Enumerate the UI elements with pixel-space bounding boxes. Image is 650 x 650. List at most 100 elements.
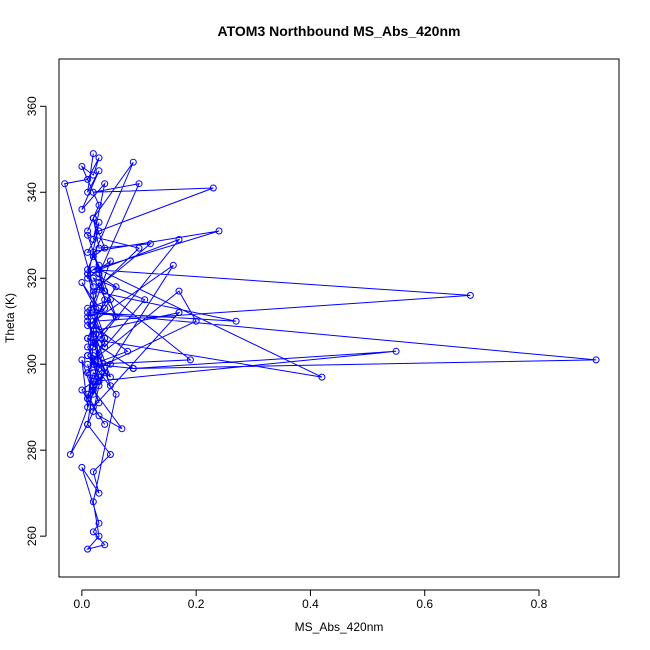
data-point: [124, 347, 132, 355]
data-point: [84, 545, 92, 553]
data-point: [106, 257, 114, 265]
data-point: [95, 218, 103, 226]
data-point: [84, 360, 92, 368]
x-tick-label: 0.2: [188, 597, 205, 611]
data-point: [106, 382, 114, 390]
data-point: [89, 369, 97, 377]
data-point: [84, 231, 92, 239]
data-point: [84, 227, 92, 235]
data-point: [95, 154, 103, 162]
plot-area-frame: [58, 58, 620, 578]
data-point: [175, 287, 183, 295]
chart-title: ATOM3 Northbound MS_Abs_420nm: [218, 23, 461, 39]
data-point: [106, 296, 114, 304]
data-point: [89, 382, 97, 390]
y-tick-label: 320: [25, 268, 39, 288]
data-point: [89, 356, 97, 364]
data-point: [78, 356, 86, 364]
data-point: [89, 214, 97, 222]
data-point: [215, 227, 223, 235]
data-point: [318, 373, 326, 381]
x-axis: 0.0 0.2 0.4 0.6 0.8: [74, 589, 548, 611]
data-point: [95, 270, 103, 278]
data-point: [95, 519, 103, 527]
data-point: [78, 279, 86, 286]
data-point: [146, 240, 154, 248]
data-point: [78, 163, 86, 170]
data-point: [232, 317, 240, 325]
data-point: [466, 291, 474, 299]
data-point: [89, 322, 97, 329]
y-tick-label: 360: [25, 96, 39, 116]
data-point: [106, 360, 114, 368]
data-point: [175, 309, 183, 317]
series-line: [64, 153, 597, 550]
data-point: [112, 283, 120, 291]
x-tick-label: 0.0: [74, 597, 91, 611]
data-point: [84, 304, 92, 312]
data-point: [106, 451, 114, 458]
data-point: [95, 266, 103, 274]
data-point: [89, 468, 97, 476]
data-point: [84, 313, 92, 321]
data-point: [95, 532, 103, 540]
data-point: [89, 188, 97, 196]
data-point: [95, 373, 103, 381]
data-point: [95, 412, 103, 420]
data-point: [78, 463, 86, 471]
data-point: [101, 180, 109, 188]
data-point: [95, 365, 103, 372]
data-point: [101, 244, 109, 252]
data-point: [95, 261, 103, 269]
data-point: [89, 408, 97, 415]
data-point: [89, 291, 97, 299]
data-point: [392, 347, 400, 355]
data-point: [101, 369, 109, 377]
data-point: [106, 373, 114, 381]
data-point: [89, 300, 97, 308]
data-point: [101, 304, 109, 312]
x-axis-label: MS_Abs_420nm: [295, 620, 384, 634]
data-point: [89, 386, 97, 394]
data-point: [95, 489, 103, 497]
data-point: [95, 227, 103, 235]
data-point: [129, 365, 137, 372]
data-point: [169, 261, 177, 269]
data-point: [89, 343, 97, 351]
data-point: [89, 528, 97, 536]
data-point: [101, 541, 109, 549]
data-point: [84, 395, 92, 403]
data-point: [89, 339, 97, 347]
data-point: [89, 274, 97, 282]
data-point: [84, 317, 92, 325]
data-point: [66, 451, 74, 458]
data-point: [135, 180, 143, 188]
data-point: [209, 184, 217, 192]
data-point: [135, 244, 143, 252]
data-point: [89, 248, 97, 256]
y-tick-label: 280: [25, 440, 39, 460]
data-point: [84, 352, 92, 360]
data-point: [95, 167, 103, 175]
data-point: [84, 334, 92, 342]
data-point: [175, 236, 183, 243]
data-point: [101, 420, 109, 428]
data-point: [89, 253, 97, 261]
y-tick-label: 340: [25, 182, 39, 202]
data-point: [78, 386, 86, 394]
data-point: [84, 266, 92, 274]
data-point: [89, 390, 97, 398]
data-point: [84, 420, 92, 428]
data-point: [95, 330, 103, 338]
data-point: [89, 150, 97, 158]
data-series-layer: [61, 150, 600, 553]
x-tick-label: 0.4: [302, 597, 319, 611]
data-point: [112, 313, 120, 321]
data-point: [84, 270, 92, 278]
data-point: [101, 343, 109, 351]
data-point: [129, 158, 137, 166]
data-point: [89, 498, 97, 506]
data-point: [89, 283, 97, 291]
data-point: [89, 377, 97, 385]
data-point: [101, 287, 109, 295]
